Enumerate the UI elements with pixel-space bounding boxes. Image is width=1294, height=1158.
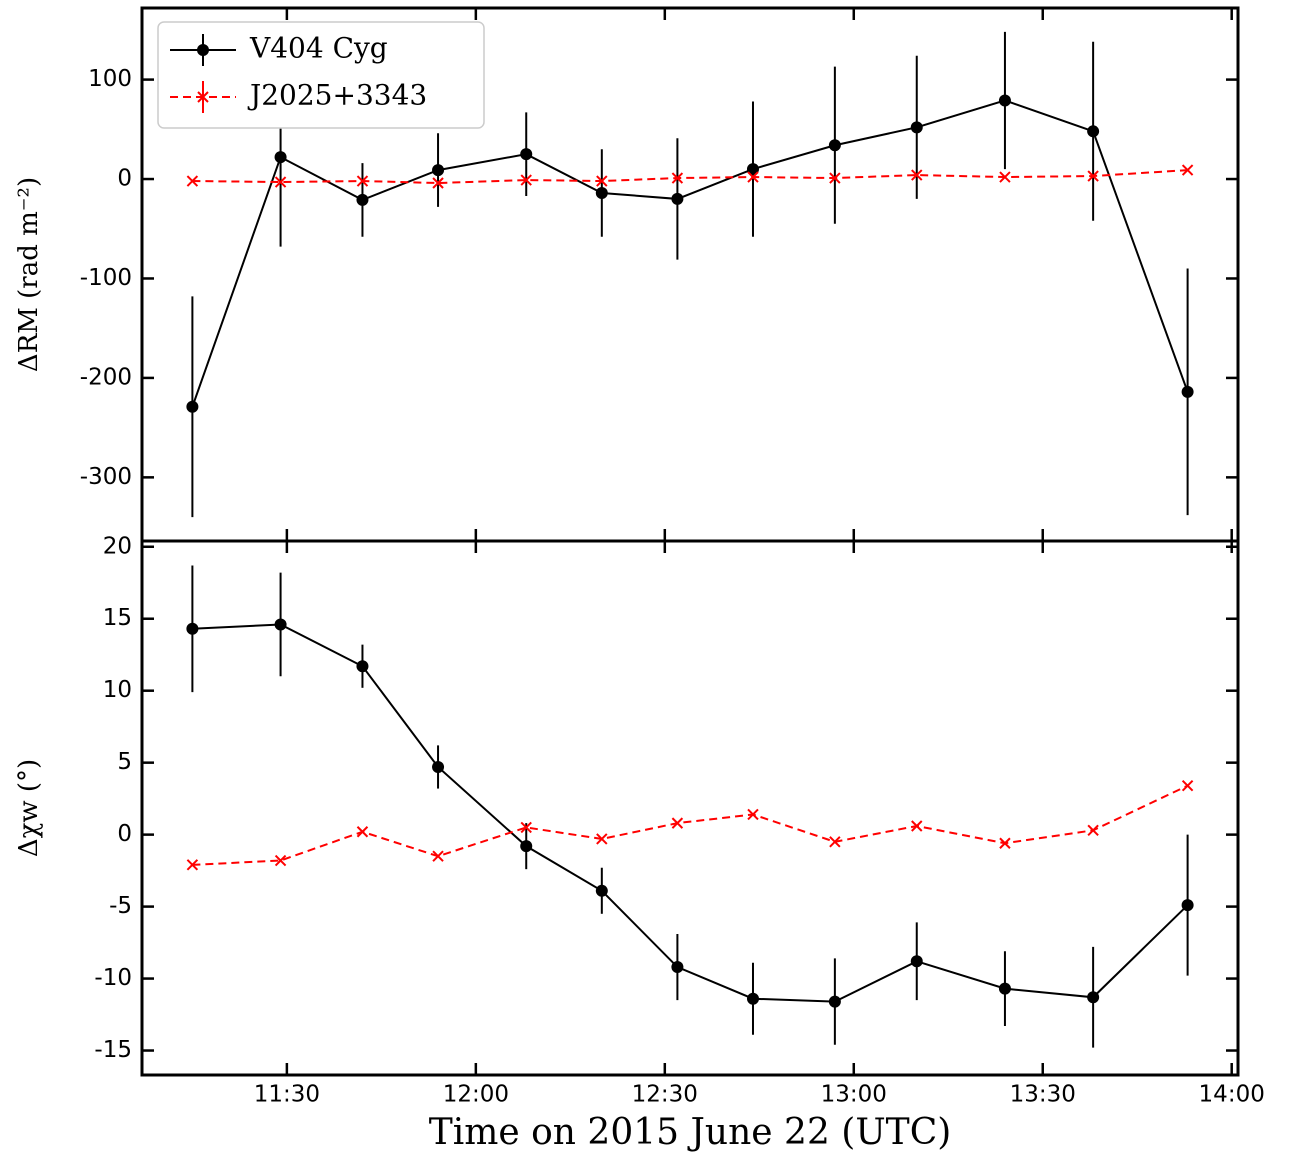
marker bbox=[671, 961, 684, 974]
x-tick-label: 14:00 bbox=[1199, 1082, 1265, 1108]
marker bbox=[432, 850, 444, 862]
legend-marker bbox=[197, 44, 209, 56]
y-tick-label: 5 bbox=[117, 749, 132, 775]
marker bbox=[1087, 125, 1100, 138]
marker bbox=[828, 139, 841, 152]
line bbox=[192, 623, 1189, 1003]
marker bbox=[356, 193, 369, 206]
y-tick-label: 10 bbox=[103, 677, 132, 703]
marker bbox=[746, 992, 759, 1005]
y-tick-label: -200 bbox=[80, 364, 132, 390]
series bbox=[186, 31, 1194, 518]
line bbox=[192, 784, 1189, 866]
marker bbox=[274, 151, 287, 164]
y-tick-label: 100 bbox=[88, 66, 132, 92]
marker bbox=[186, 175, 199, 187]
y-tick-label: -100 bbox=[80, 265, 132, 291]
marker bbox=[1181, 164, 1194, 176]
marker bbox=[1087, 991, 1100, 1004]
marker bbox=[274, 176, 287, 188]
marker bbox=[356, 826, 369, 838]
x-tick-label: 13:00 bbox=[821, 1082, 887, 1108]
marker bbox=[432, 177, 444, 189]
marker bbox=[274, 854, 287, 867]
marker bbox=[356, 660, 369, 673]
marker bbox=[186, 859, 199, 871]
legend-box bbox=[157, 21, 485, 129]
y-tick-label: 20 bbox=[103, 533, 132, 559]
marker bbox=[911, 169, 923, 181]
x-tick-label: 13:30 bbox=[1010, 1082, 1076, 1108]
marker bbox=[1181, 385, 1194, 398]
marker bbox=[520, 821, 532, 834]
marker bbox=[1181, 779, 1194, 792]
marker bbox=[186, 400, 199, 413]
marker bbox=[999, 171, 1011, 183]
legend: V404 Cyg J2025+3343 bbox=[157, 21, 485, 129]
marker bbox=[998, 982, 1011, 995]
marker bbox=[520, 148, 533, 161]
marker bbox=[829, 836, 841, 848]
x-tick-label: 11:30 bbox=[254, 1082, 320, 1108]
y-tick-label: 0 bbox=[117, 821, 132, 847]
marker bbox=[910, 121, 923, 134]
x-tick-label: 12:00 bbox=[443, 1082, 509, 1108]
marker bbox=[747, 171, 759, 183]
marker bbox=[671, 172, 684, 184]
x-axis-label: Time on 2015 June 22 (UTC) bbox=[429, 1112, 952, 1153]
y-tick-label: 15 bbox=[103, 605, 132, 631]
marker bbox=[432, 760, 445, 773]
marker bbox=[596, 833, 608, 845]
marker bbox=[746, 163, 759, 176]
y-axis-label: ΔRM (rad m⁻²) bbox=[14, 177, 44, 372]
marker bbox=[595, 884, 608, 897]
legend-marker bbox=[197, 91, 209, 103]
marker bbox=[1087, 824, 1099, 837]
series bbox=[186, 779, 1194, 871]
marker bbox=[520, 840, 533, 853]
marker bbox=[595, 186, 608, 199]
marker bbox=[828, 995, 841, 1008]
marker bbox=[910, 955, 923, 968]
legend-label: V404 Cyg bbox=[249, 32, 388, 65]
legend-label: J2025+3343 bbox=[247, 79, 427, 112]
marker bbox=[1181, 899, 1194, 912]
marker bbox=[1087, 170, 1099, 182]
marker bbox=[671, 192, 684, 205]
y-tick-label: -300 bbox=[80, 464, 132, 490]
marker bbox=[911, 820, 923, 832]
marker bbox=[596, 175, 608, 187]
series bbox=[186, 164, 1194, 189]
marker bbox=[747, 808, 759, 821]
marker bbox=[186, 622, 199, 635]
marker bbox=[356, 175, 369, 187]
y-axis-label: Δχw (°) bbox=[14, 759, 44, 857]
marker bbox=[999, 837, 1011, 849]
marker bbox=[274, 618, 287, 631]
marker bbox=[520, 174, 532, 186]
y-tick-label: -10 bbox=[94, 965, 132, 991]
y-tick-label: 0 bbox=[117, 166, 132, 192]
axes-frame bbox=[140, 539, 1240, 1077]
marker bbox=[829, 172, 841, 184]
x-tick-label: 12:30 bbox=[632, 1082, 698, 1108]
y-tick-label: -5 bbox=[109, 893, 132, 919]
marker bbox=[671, 817, 684, 829]
marker bbox=[998, 94, 1011, 107]
line bbox=[191, 99, 1189, 408]
line bbox=[192, 169, 1188, 185]
marker bbox=[432, 164, 445, 177]
series bbox=[186, 565, 1194, 1048]
y-tick-label: -15 bbox=[94, 1037, 132, 1063]
